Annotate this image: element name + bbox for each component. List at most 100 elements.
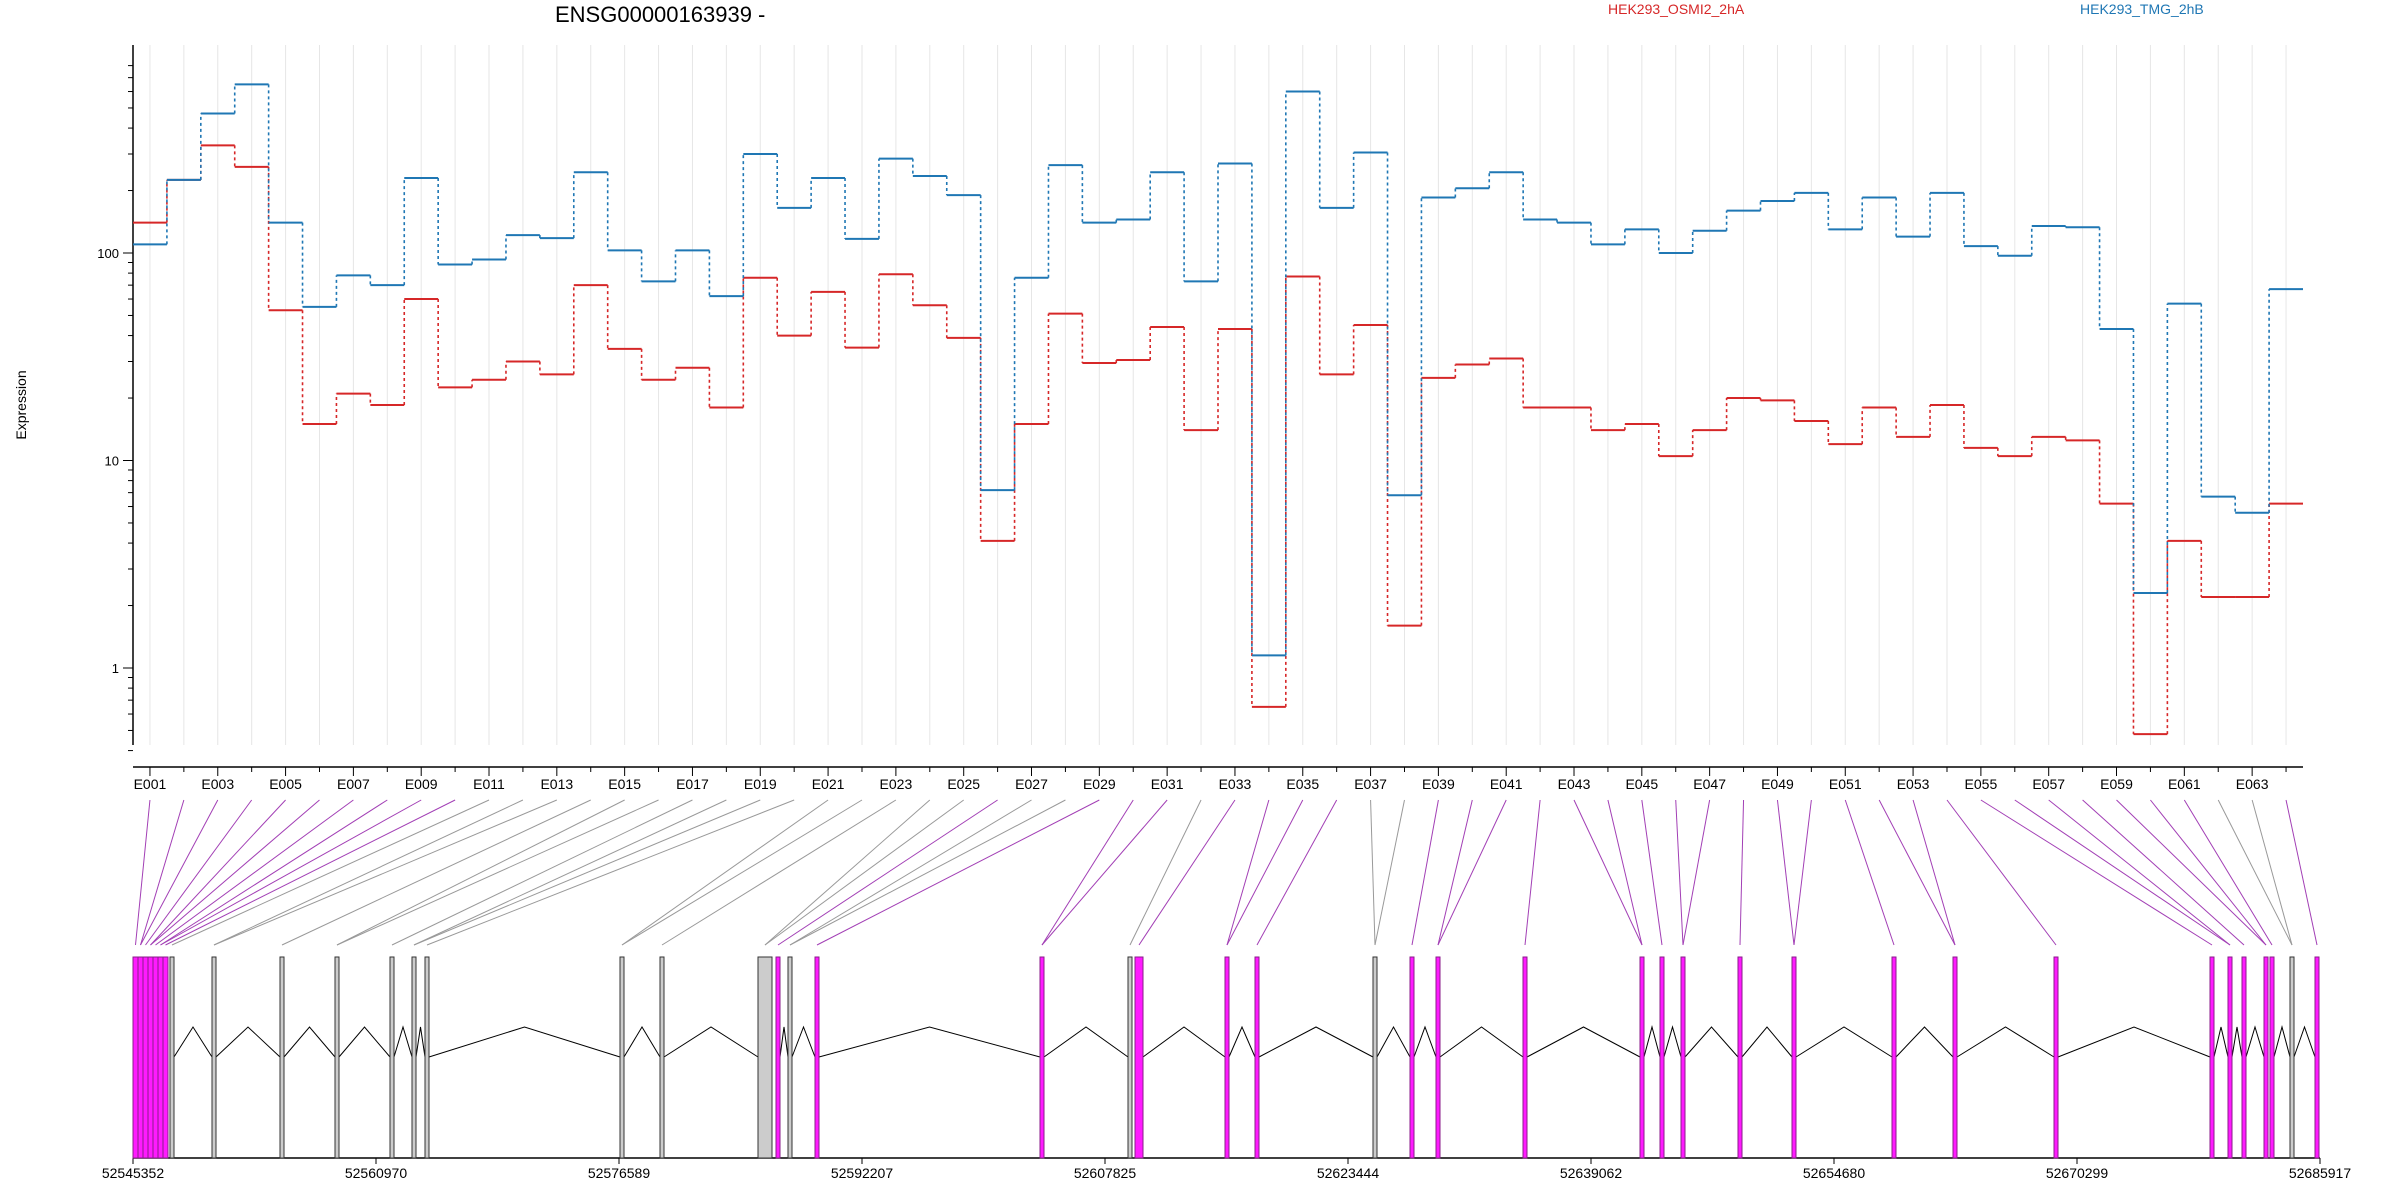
- legend-series-a: HEK293_OSMI2_2hA: [1608, 1, 1745, 17]
- exon-link-line: [1129, 799, 1202, 946]
- exon-highlighted: [1435, 956, 1441, 1159]
- exon-highlighted: [2263, 956, 2269, 1159]
- exon-link-line: [213, 799, 524, 946]
- exon-box: [619, 956, 625, 1159]
- chart-title: ENSG00000163939 -: [555, 2, 765, 27]
- intron-connector: [1439, 1026, 1524, 1058]
- exon-link-line: [165, 799, 456, 946]
- intron-connector: [1413, 1025, 1437, 1058]
- exon-highlighted: [1659, 956, 1665, 1159]
- x-tick-label: E037: [1354, 776, 1387, 792]
- exon-link-line: [1226, 799, 1304, 946]
- intron-connector: [1526, 1026, 1641, 1058]
- exon-box: [659, 956, 665, 1159]
- exon-link-line: [1256, 799, 1338, 946]
- exon-link-line: [2116, 799, 2267, 946]
- exon-link-line: [1411, 799, 1439, 946]
- intron-connector: [2057, 1026, 2211, 1058]
- intron-connector: [1258, 1026, 1374, 1058]
- exon-link-line: [336, 799, 625, 946]
- series-0: [133, 144, 2303, 736]
- x-tick-label: E013: [540, 776, 573, 792]
- exon-highlighted: [132, 956, 139, 1159]
- intron-connector: [663, 1026, 759, 1058]
- exon-link-line: [413, 799, 761, 946]
- intron-connector: [338, 1026, 391, 1058]
- exon-link-line: [2150, 799, 2267, 946]
- exon-link-line: [1370, 799, 1376, 946]
- x-tick-label: E007: [337, 776, 370, 792]
- exon-highlighted: [1039, 956, 1045, 1159]
- intron-connector: [623, 1026, 661, 1058]
- x-tick-label: E009: [405, 776, 438, 792]
- exon-box: [389, 956, 395, 1159]
- genome-coordinate-label: 52623444: [1317, 1165, 1380, 1181]
- exon-highlighted: [2269, 956, 2275, 1159]
- x-tick-label: E019: [744, 776, 777, 792]
- exon-link-line: [764, 799, 964, 946]
- x-tick-label: E005: [269, 776, 302, 792]
- intron-connector: [1895, 1026, 1954, 1058]
- intron-connector: [1643, 1025, 1661, 1058]
- x-tick-label: E039: [1422, 776, 1455, 792]
- exon-link-line: [2251, 799, 2293, 946]
- x-tick-label: E059: [2100, 776, 2133, 792]
- x-tick-label: E041: [1490, 776, 1523, 792]
- exon-highlighted: [1134, 956, 1144, 1159]
- x-tick-label: E001: [134, 776, 167, 792]
- series-lines: [133, 83, 2303, 736]
- exon-highlighted: [1891, 956, 1897, 1159]
- exon-box: [1127, 956, 1133, 1159]
- y-tick-label: 10: [105, 454, 119, 469]
- exon-link-line: [160, 799, 422, 946]
- x-tick-label: E051: [1829, 776, 1862, 792]
- legend-series-b: HEK293_TMG_2hB: [2080, 1, 2204, 17]
- y-tick-label: 100: [97, 246, 119, 261]
- x-tick-label: E055: [1965, 776, 1998, 792]
- exon-connector-lines: [135, 799, 2318, 946]
- x-tick-label: E035: [1286, 776, 1319, 792]
- x-tick-label: E057: [2032, 776, 2065, 792]
- intron-connector: [818, 1026, 1041, 1058]
- exon-box: [757, 956, 773, 1159]
- x-tick-label: E025: [947, 776, 980, 792]
- x-tick-label: E061: [2168, 776, 2201, 792]
- x-tick-label: E003: [201, 776, 234, 792]
- exon-box: [279, 956, 285, 1159]
- exon-link-line: [2082, 799, 2245, 946]
- intron-connector: [428, 1026, 621, 1058]
- exon-highlighted: [2227, 956, 2233, 1159]
- exon-link-line: [426, 799, 795, 946]
- exon-link-line: [1776, 799, 1795, 946]
- exon-box: [169, 956, 175, 1159]
- exon-link-line: [1682, 799, 1711, 946]
- intron-connector: [415, 1026, 426, 1058]
- exon-link-line: [621, 799, 829, 946]
- exon-link-line: [1878, 799, 1956, 946]
- exon-highlighted: [1254, 956, 1260, 1159]
- exon-link-line: [764, 799, 931, 946]
- genome-coordinate-label: 52576589: [588, 1165, 651, 1181]
- exon-highlighted: [1639, 956, 1645, 1159]
- exon-link-line: [816, 799, 1100, 946]
- intron-connector: [283, 1026, 336, 1058]
- intron-connector: [173, 1026, 213, 1058]
- axes: 1 10 100 E001 E003 E005 E007 E009 E011 E013 E015 E0…: [97, 45, 2303, 792]
- intron-connector: [1663, 1025, 1682, 1058]
- intron-connector: [1795, 1026, 1893, 1058]
- intron-connector: [1684, 1026, 1739, 1058]
- exon-link-line: [661, 799, 897, 946]
- intron-connector: [393, 1025, 413, 1058]
- exon-link-line: [2183, 799, 2273, 946]
- exon-link-line: [1573, 799, 1643, 946]
- exon-highlighted: [1224, 956, 1230, 1159]
- genome-coordinate-label: 52639062: [1560, 1165, 1623, 1181]
- exon-link-line: [1739, 799, 1745, 946]
- exon-highlighted: [1409, 956, 1415, 1159]
- exon-link-line: [155, 799, 354, 946]
- exon-link-line: [413, 799, 727, 946]
- y-axis-label: Expression: [13, 370, 29, 439]
- genome-coordinate-label: 52560970: [345, 1165, 408, 1181]
- intron-connector: [2293, 1025, 2316, 1058]
- exon-link-line: [1041, 799, 1168, 946]
